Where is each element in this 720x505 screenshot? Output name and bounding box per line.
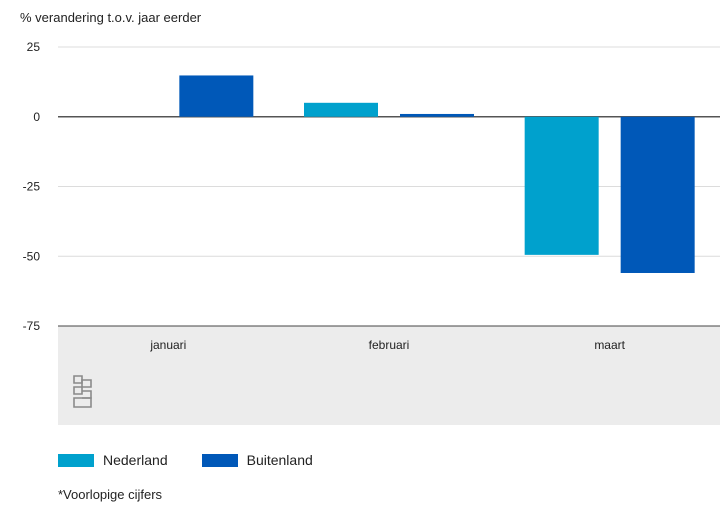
legend-item-nederland: Nederland [58,452,168,468]
bar-nederland-februari [304,102,378,117]
bar-buitenland-maart [620,116,695,273]
x-tick-label: maart [594,338,625,352]
bar-buitenland-januari [179,75,254,117]
y-tick-label: 25 [27,40,41,54]
x-tick-label: januari [149,338,186,352]
y-tick-label: -75 [23,319,41,333]
y-axis-ticks: 25 0 -25 -50 -75 [23,40,41,333]
legend-swatch-buitenland [201,453,238,467]
legend-swatch-nederland [58,453,94,467]
y-axis-label: % verandering t.o.v. jaar eerder [20,10,202,25]
grid [58,46,720,327]
category-axis-band [58,326,720,425]
y-tick-label: 0 [33,110,40,124]
bars [179,75,695,273]
legend-item-buitenland: Buitenland [201,452,313,468]
x-tick-label: februari [369,338,410,352]
y-tick-label: -25 [23,180,41,194]
footnote: *Voorlopige cijfers [58,487,163,502]
x-axis-ticks: januari februari maart [149,338,625,352]
cbs-logo-icon [73,375,92,408]
chart: 25 0 -25 -50 -75 januari februari maart % vera… [20,10,720,425]
legend-label-buitenland: Buitenland [246,452,313,468]
y-tick-label: -50 [23,249,41,263]
bar-buitenland-februari [400,113,474,117]
legend: Nederland Buitenland [58,452,347,468]
legend-label-nederland: Nederland [103,452,168,468]
bar-nederland-maart [524,116,599,255]
